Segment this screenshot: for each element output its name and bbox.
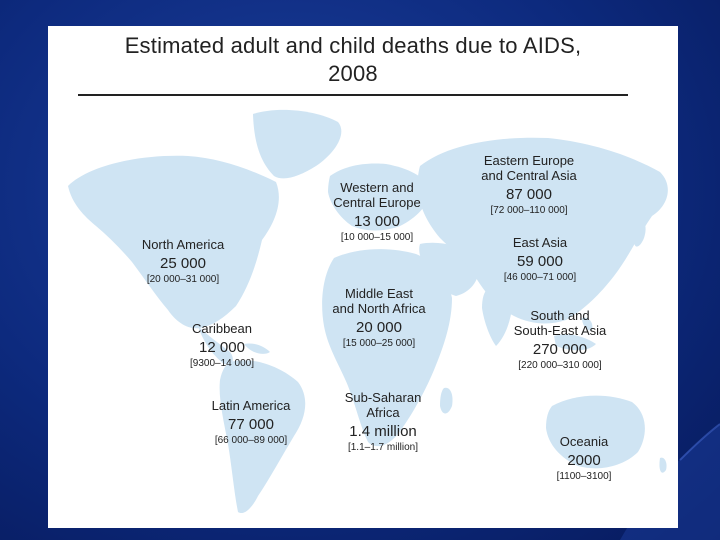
region-name-line-2: Africa bbox=[366, 404, 400, 420]
region-range: [20 000–31 000] bbox=[146, 274, 220, 286]
region-value: 270 000 bbox=[532, 340, 588, 358]
region-value: 77 000 bbox=[228, 415, 274, 433]
region-range: [46 000–71 000] bbox=[503, 272, 577, 284]
slide-panel: Estimated adult and child deaths due to … bbox=[48, 26, 678, 528]
region-value: 2000 bbox=[567, 451, 601, 469]
region-name: North America bbox=[141, 237, 225, 252]
region-name-line-1: South and bbox=[530, 308, 590, 323]
region-range: [9300–14 000] bbox=[190, 358, 254, 370]
region-range: [72 000–110 000] bbox=[490, 205, 568, 217]
region-sub-saharan-africa: Sub-Saharan Africa 1.4 million [1.1–1.7 … bbox=[328, 390, 438, 454]
region-range: [66 000–89 000] bbox=[214, 435, 288, 447]
region-north-america: North America 25 000 [20 000–31 000] bbox=[128, 237, 238, 286]
slide-title: Estimated adult and child deaths due to … bbox=[48, 32, 658, 88]
region-value: 13 000 bbox=[354, 212, 400, 230]
region-middle-east-north-africa: Middle East and North Africa 20 000 [15 … bbox=[318, 286, 440, 350]
region-value: 1.4 million bbox=[349, 422, 417, 440]
region-name-line-1: Western and bbox=[340, 180, 414, 195]
region-range: [1100–3100] bbox=[556, 471, 612, 483]
title-line-1: Estimated adult and child deaths due to … bbox=[124, 33, 582, 58]
title-underline bbox=[78, 94, 628, 96]
region-range: [15 000–25 000] bbox=[342, 338, 416, 350]
region-name-line-2: and North Africa bbox=[332, 300, 426, 316]
region-east-asia: East Asia 59 000 [46 000–71 000] bbox=[488, 235, 592, 284]
region-eastern-europe-central-asia: Eastern Europe and Central Asia 87 000 [… bbox=[468, 153, 590, 217]
region-name-line-1: Sub-Saharan bbox=[344, 390, 422, 405]
title-line-2: 2008 bbox=[328, 61, 378, 86]
region-name: Latin America bbox=[211, 398, 291, 413]
region-south-southeast-asia: South and South-East Asia 270 000 [220 0… bbox=[500, 308, 620, 372]
region-value: 59 000 bbox=[517, 252, 563, 270]
region-latin-america: Latin America 77 000 [66 000–89 000] bbox=[196, 398, 306, 447]
region-range: [10 000–15 000] bbox=[340, 232, 414, 244]
region-range: [1.1–1.7 million] bbox=[347, 442, 419, 454]
world-map bbox=[68, 109, 668, 514]
region-caribbean: Caribbean 12 000 [9300–14 000] bbox=[172, 321, 272, 370]
region-value: 87 000 bbox=[506, 185, 552, 203]
region-name-line-1: Middle East bbox=[345, 286, 413, 301]
region-name: Caribbean bbox=[192, 321, 252, 336]
region-value: 20 000 bbox=[356, 318, 402, 336]
region-value: 12 000 bbox=[199, 338, 245, 356]
region-name-line-2: Central Europe bbox=[333, 194, 421, 210]
region-name: East Asia bbox=[512, 235, 568, 250]
region-range: [220 000–310 000] bbox=[518, 360, 602, 372]
region-name-line-1: Eastern Europe bbox=[483, 153, 575, 168]
region-oceania: Oceania 2000 [1100–3100] bbox=[538, 434, 630, 483]
region-western-central-europe: Western and Central Europe 13 000 [10 00… bbox=[320, 180, 434, 244]
region-name-line-2: and Central Asia bbox=[481, 167, 577, 183]
region-name: Oceania bbox=[559, 434, 609, 449]
region-name-line-2: South-East Asia bbox=[513, 322, 607, 338]
region-value: 25 000 bbox=[160, 254, 206, 272]
